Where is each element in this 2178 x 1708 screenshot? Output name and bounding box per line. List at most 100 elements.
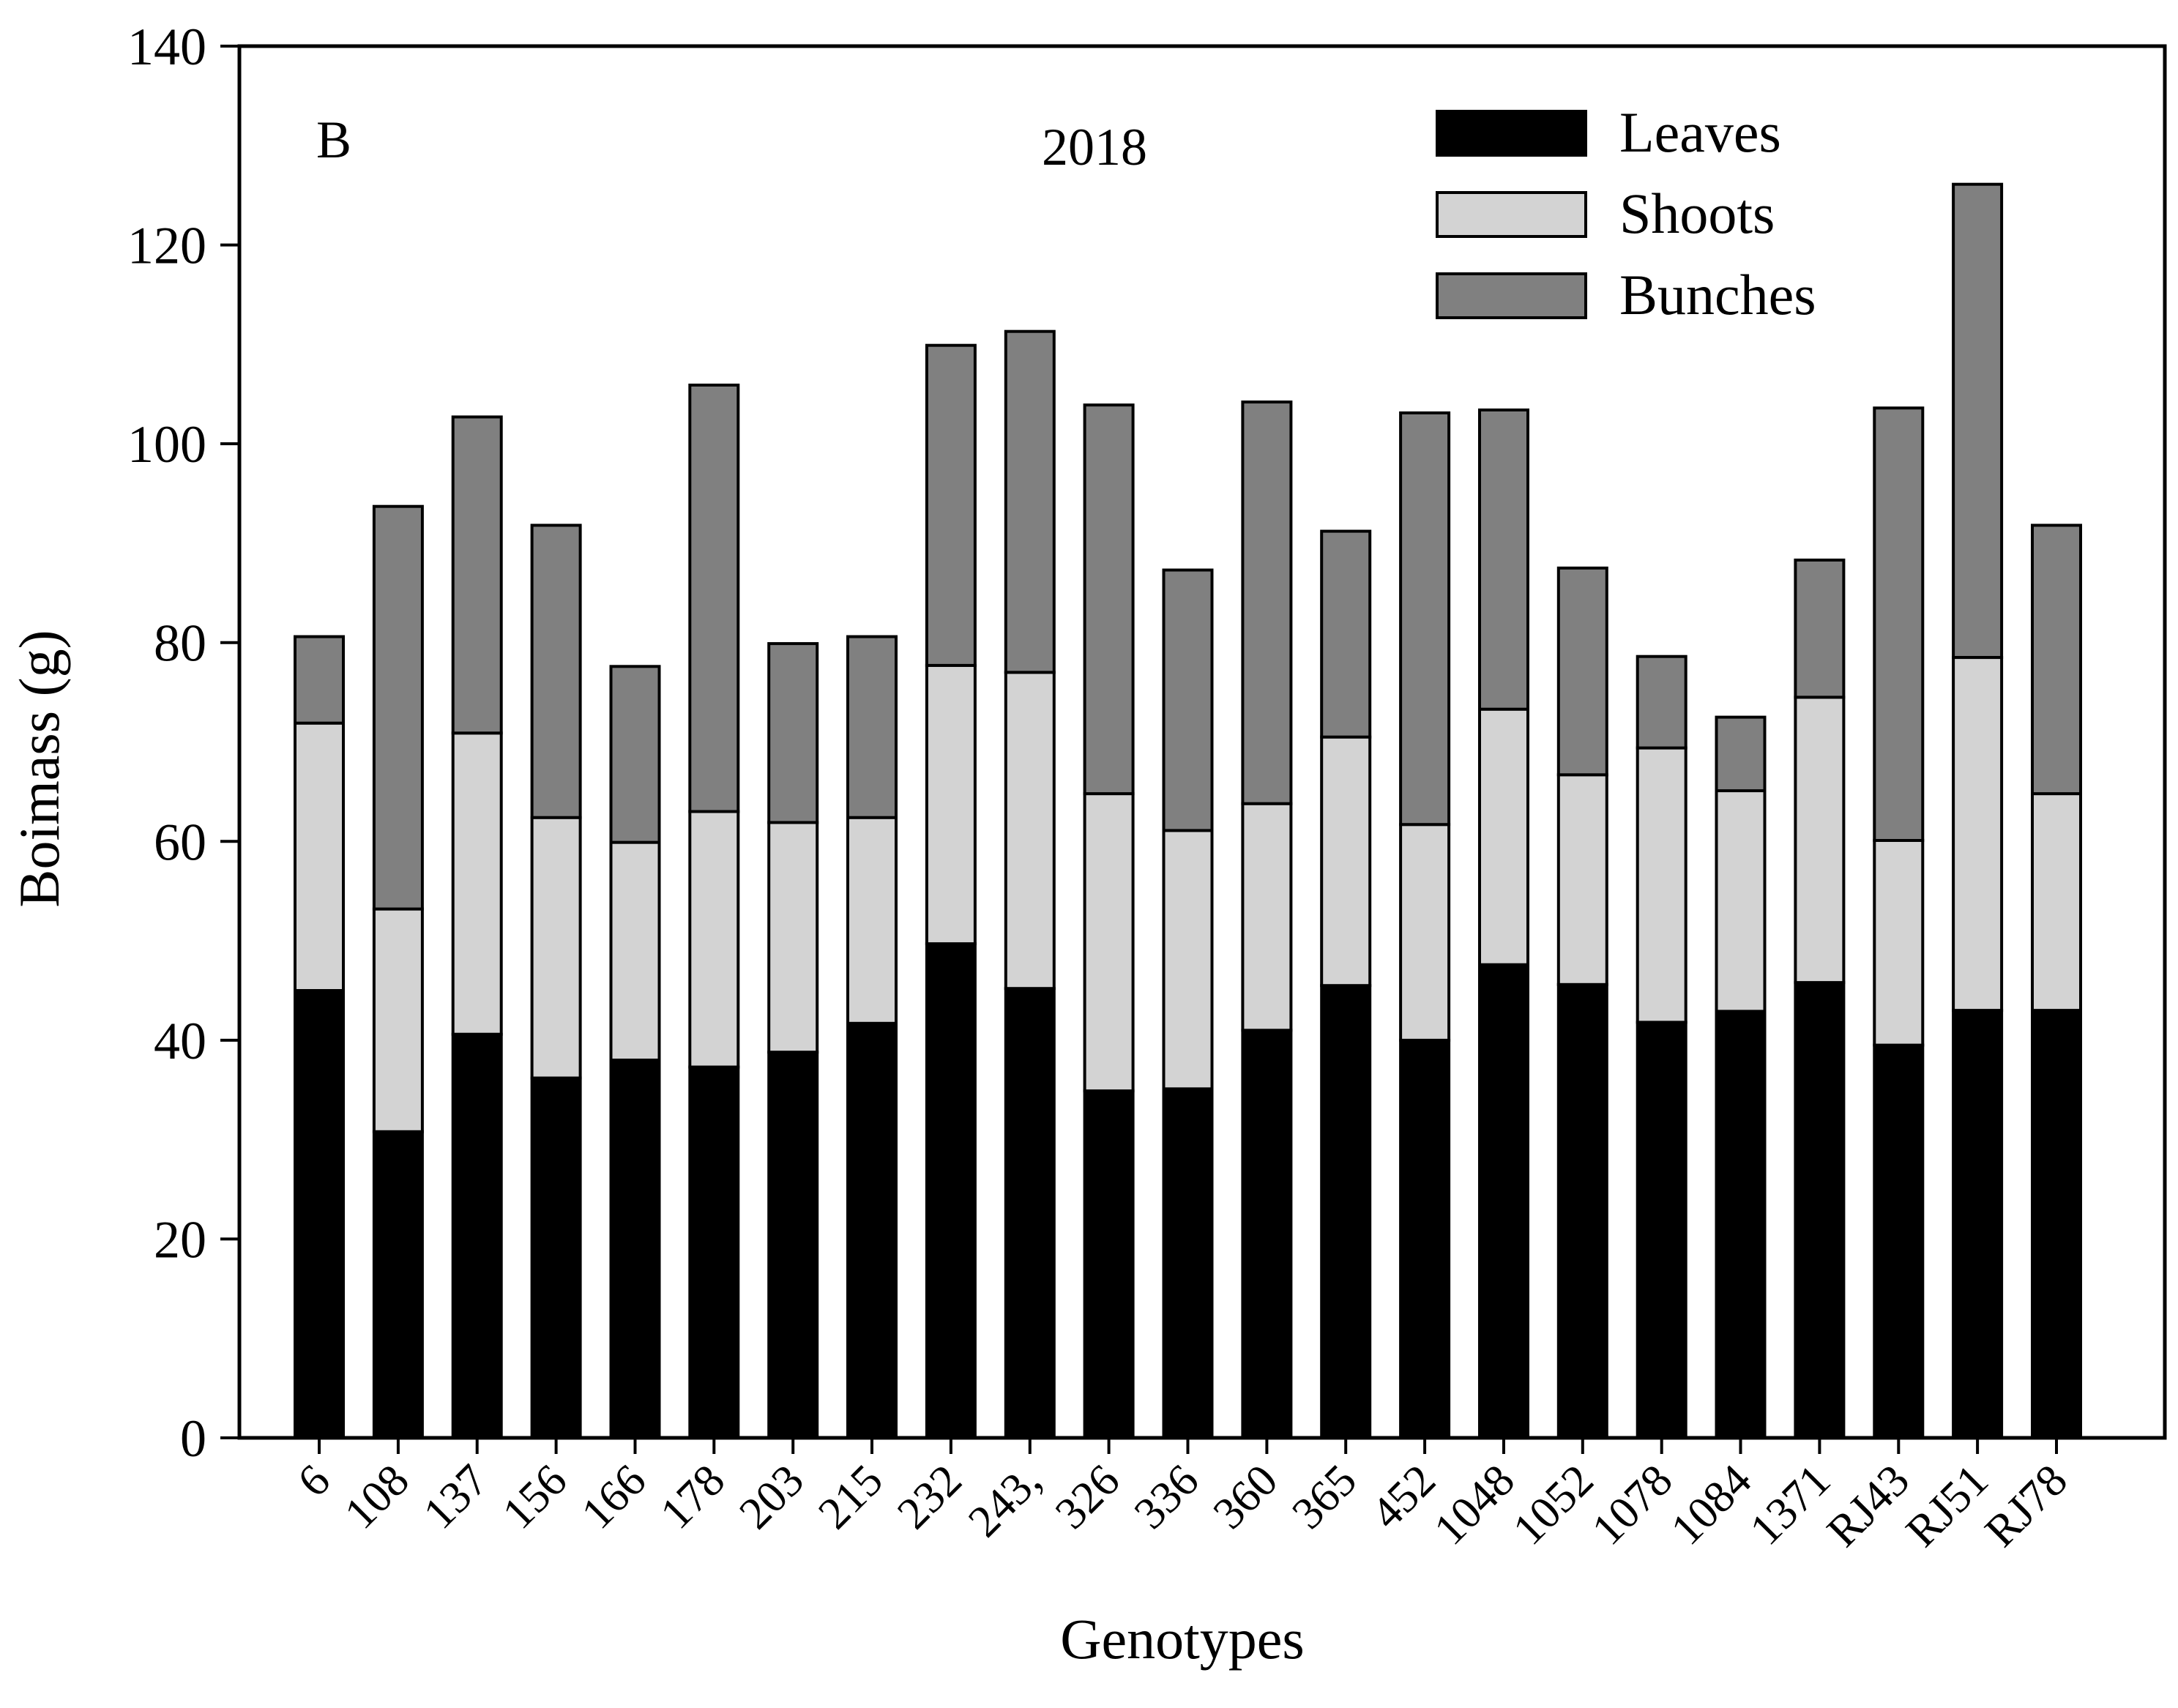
x-tick-label: 137 [414, 1455, 498, 1539]
bar-shoots-1084 [1715, 789, 1767, 1013]
bar-leaves-RJ43 [1873, 1043, 1925, 1439]
bar-leaves-1048 [1478, 963, 1529, 1439]
bar-bunches-360 [1241, 400, 1293, 805]
x-tick-label: 1052 [1504, 1455, 1603, 1555]
bar-leaves-326 [1083, 1089, 1135, 1439]
bar-leaves-1371 [1794, 981, 1846, 1439]
legend-label-leaves: Leaves [1619, 100, 1781, 164]
bar-bunches-326 [1083, 403, 1135, 796]
bar-bunches-RJ43 [1873, 406, 1925, 842]
bar-shoots-1078 [1636, 746, 1687, 1024]
x-tick-label: 108 [335, 1455, 419, 1539]
x-tick-label: 243, [959, 1455, 1051, 1547]
bar-shoots-452 [1399, 823, 1451, 1042]
bar-shoots-1052 [1556, 773, 1608, 986]
y-tick-label: 20 [154, 1210, 206, 1269]
y-axis-title: Boimass (g) [7, 630, 71, 907]
bar-bunches-6 [294, 635, 345, 725]
bar-leaves-1084 [1715, 1010, 1767, 1439]
bar-shoots-178 [688, 810, 740, 1069]
bar-shoots-1371 [1794, 695, 1846, 985]
bar-shoots-232 [925, 663, 977, 946]
legend-label-bunches: Bunches [1619, 263, 1816, 327]
bar-bunches-1371 [1794, 559, 1846, 699]
x-tick-label: 1048 [1425, 1455, 1524, 1555]
bar-leaves-RJ51 [1952, 1009, 2004, 1439]
bar-leaves-215 [846, 1021, 898, 1440]
bar-leaves-243 [1004, 987, 1056, 1439]
x-tick-label: 365 [1283, 1455, 1366, 1539]
bar-bunches-178 [688, 384, 740, 813]
bar-leaves-452 [1399, 1038, 1451, 1439]
bar-bunches-1048 [1478, 409, 1529, 711]
bar-shoots-108 [372, 907, 424, 1133]
bar-leaves-RJ78 [2031, 1009, 2082, 1439]
bar-shoots-156 [530, 816, 582, 1080]
bar-shoots-6 [294, 721, 345, 992]
y-axis: 0 20 40 60 80 100 120 140 [127, 18, 239, 1468]
x-tick-label: 232 [888, 1455, 971, 1539]
bar-bunches-156 [530, 523, 582, 819]
bar-bunches-1084 [1715, 715, 1767, 793]
y-tick-label: 0 [180, 1409, 206, 1468]
bar-leaves-360 [1241, 1029, 1293, 1440]
bar-bunches-243 [1004, 329, 1056, 674]
bar-bunches-336 [1162, 568, 1214, 832]
bar-shoots-166 [609, 840, 661, 1062]
bar-leaves-336 [1162, 1087, 1214, 1440]
x-tick-label: RJ43 [1818, 1455, 1919, 1556]
bar-bunches-203 [767, 642, 819, 824]
x-tick-label: 203 [730, 1455, 813, 1539]
x-tick-label: RJ78 [1976, 1455, 2077, 1556]
legend-swatch-leaves [1436, 110, 1587, 157]
bar-shoots-243 [1004, 671, 1056, 991]
bar-bunches-365 [1320, 529, 1372, 739]
legend: Leaves Shoots Bunches [1436, 100, 1816, 327]
bar-shoots-RJ78 [2031, 792, 2082, 1013]
y-tick-label: 120 [127, 217, 206, 275]
bar-leaves-1052 [1556, 982, 1608, 1440]
bar-shoots-1048 [1478, 707, 1529, 966]
bar-leaves-365 [1320, 984, 1372, 1439]
bar-shoots-326 [1083, 792, 1135, 1093]
bar-bunches-RJ51 [1952, 182, 2004, 659]
bar-leaves-1078 [1636, 1021, 1687, 1439]
y-tick-label: 140 [127, 18, 206, 76]
bar-shoots-365 [1320, 735, 1372, 988]
bar-bunches-166 [609, 665, 661, 844]
x-tick-label: 166 [573, 1455, 656, 1539]
bar-bunches-108 [372, 504, 424, 911]
bar-shoots-RJ51 [1952, 656, 2004, 1013]
x-tick-label: RJ51 [1897, 1455, 1998, 1556]
bar-leaves-166 [609, 1059, 661, 1439]
x-tick-label: 215 [809, 1455, 892, 1539]
panel-label: B [316, 111, 351, 169]
x-tick-label: 1084 [1662, 1455, 1761, 1555]
bar-bunches-137 [451, 415, 503, 735]
x-tick-label: 326 [1046, 1455, 1130, 1539]
bar-bunches-452 [1399, 411, 1451, 827]
x-tick-label: 156 [493, 1455, 577, 1539]
x-tick-label: 1078 [1583, 1455, 1682, 1555]
x-axis-title: Genotypes [1060, 1607, 1305, 1671]
y-tick-label: 40 [154, 1012, 206, 1070]
bar-shoots-360 [1241, 802, 1293, 1032]
y-tick-label: 80 [154, 614, 206, 673]
bar-bunches-1052 [1556, 566, 1608, 777]
y-tick-label: 100 [127, 415, 206, 474]
bar-bunches-215 [846, 635, 898, 819]
x-tick-label: 360 [1204, 1455, 1287, 1539]
bar-shoots-336 [1162, 829, 1214, 1091]
bar-leaves-203 [767, 1051, 819, 1439]
bar-leaves-108 [372, 1130, 424, 1440]
bar-bunches-1078 [1636, 655, 1687, 750]
bar-shoots-215 [846, 816, 898, 1025]
x-tick-label: 1371 [1741, 1455, 1841, 1555]
bar-leaves-156 [530, 1076, 582, 1439]
bar-shoots-137 [451, 731, 503, 1036]
plot-frame [237, 44, 2167, 1440]
x-tick-label: 178 [651, 1455, 734, 1539]
bar-shoots-RJ43 [1873, 838, 1925, 1047]
